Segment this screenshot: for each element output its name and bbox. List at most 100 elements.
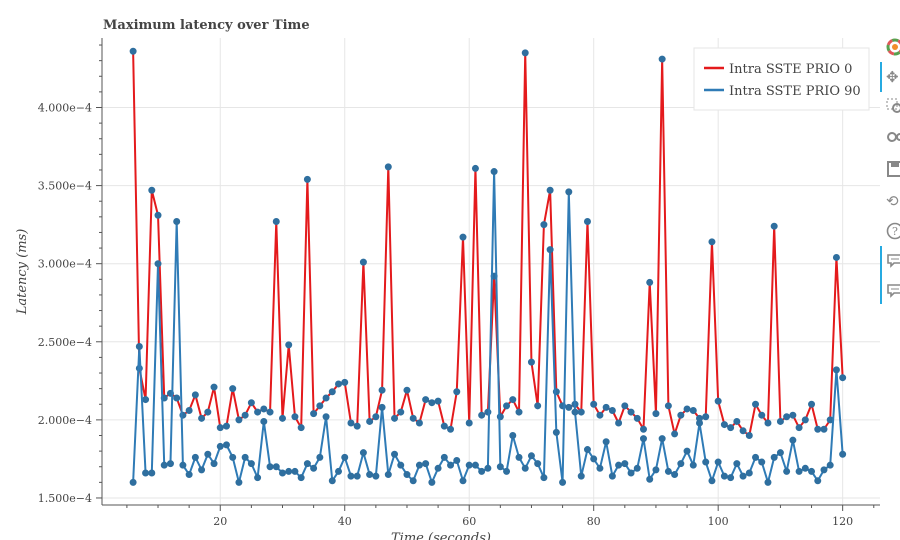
svg-text:?: ?	[892, 225, 898, 238]
data-point	[465, 419, 473, 427]
data-point	[639, 435, 647, 443]
data-point	[509, 431, 517, 439]
data-point	[272, 218, 280, 226]
data-point	[359, 449, 367, 457]
data-point	[142, 396, 150, 404]
data-point	[646, 475, 654, 483]
data-point	[515, 408, 523, 416]
data-point	[453, 456, 461, 464]
bokeh-logo-icon[interactable]	[886, 38, 900, 56]
data-point	[204, 450, 212, 458]
data-point	[247, 399, 255, 407]
data-point	[496, 463, 504, 471]
data-point	[708, 477, 716, 485]
hover-icon-2[interactable]	[886, 282, 900, 300]
data-point	[254, 474, 262, 482]
data-point	[235, 478, 243, 486]
data-point	[527, 358, 535, 366]
data-point	[266, 463, 274, 471]
data-point	[229, 453, 237, 461]
data-point	[783, 467, 791, 475]
data-point	[278, 469, 286, 477]
data-point	[839, 374, 847, 382]
data-point	[745, 431, 753, 439]
data-point	[303, 175, 311, 183]
legend-label: Intra SSTE PRIO 90	[729, 84, 861, 99]
data-point	[509, 396, 517, 404]
data-point	[247, 460, 255, 468]
data-point	[596, 464, 604, 472]
data-point	[615, 461, 623, 469]
data-point	[384, 471, 392, 479]
data-point	[546, 186, 554, 194]
data-point	[291, 467, 299, 475]
data-point	[602, 403, 610, 411]
box-zoom-icon[interactable]	[886, 98, 900, 116]
data-point	[434, 464, 442, 472]
data-point	[602, 438, 610, 446]
data-point	[534, 460, 542, 468]
y-tick-label: 1.500e−4	[38, 492, 92, 505]
data-point	[658, 55, 666, 63]
series-1	[129, 168, 847, 486]
legend[interactable]: Intra SSTE PRIO 0 Intra SSTE PRIO 90	[693, 47, 870, 111]
data-point	[142, 469, 150, 477]
data-point	[440, 453, 448, 461]
data-point	[608, 472, 616, 480]
data-point	[565, 188, 573, 196]
data-point	[229, 385, 237, 393]
data-point	[540, 221, 548, 229]
data-point	[328, 477, 336, 485]
x-tick-label: 100	[708, 515, 729, 528]
y-tick-label: 4.000e−4	[38, 102, 92, 115]
data-point	[378, 403, 386, 411]
data-point	[478, 411, 486, 419]
x-tick-label: 20	[213, 515, 227, 528]
data-point	[577, 408, 585, 416]
data-point	[826, 461, 834, 469]
data-point	[583, 446, 591, 454]
data-point	[378, 386, 386, 394]
data-point	[459, 233, 467, 241]
data-point	[733, 460, 741, 468]
help-icon[interactable]: ?	[886, 222, 900, 240]
active-tool-indicator	[880, 62, 882, 92]
x-tick-label: 60	[462, 515, 476, 528]
data-point	[783, 413, 791, 421]
data-point	[198, 414, 206, 422]
wheel-zoom-icon[interactable]	[886, 128, 900, 146]
pan-icon[interactable]: ✥	[886, 68, 899, 86]
data-point	[322, 394, 330, 402]
data-point	[285, 341, 293, 349]
data-point	[191, 453, 199, 461]
data-point	[727, 424, 735, 432]
data-point	[366, 471, 374, 479]
reset-icon[interactable]: ⟲	[886, 192, 899, 210]
data-point	[465, 461, 473, 469]
data-point	[372, 472, 380, 480]
hover-icon-1[interactable]	[886, 252, 900, 270]
data-point	[422, 460, 430, 468]
data-point	[795, 467, 803, 475]
data-point	[683, 405, 691, 413]
y-tick-label: 2.000e−4	[38, 414, 92, 427]
data-point	[814, 425, 822, 433]
data-point	[689, 461, 697, 469]
data-point	[521, 49, 529, 57]
series-lines	[129, 47, 847, 486]
data-point	[770, 453, 778, 461]
data-point	[254, 408, 262, 416]
data-point	[353, 472, 361, 480]
data-point	[173, 218, 181, 226]
data-point	[148, 469, 156, 477]
data-point	[633, 414, 641, 422]
data-point	[801, 464, 809, 472]
data-point	[540, 474, 548, 482]
data-point	[440, 422, 448, 430]
data-point	[683, 447, 691, 455]
data-point	[621, 402, 629, 410]
data-point	[409, 477, 417, 485]
data-point	[222, 441, 230, 449]
save-icon[interactable]	[886, 160, 900, 178]
